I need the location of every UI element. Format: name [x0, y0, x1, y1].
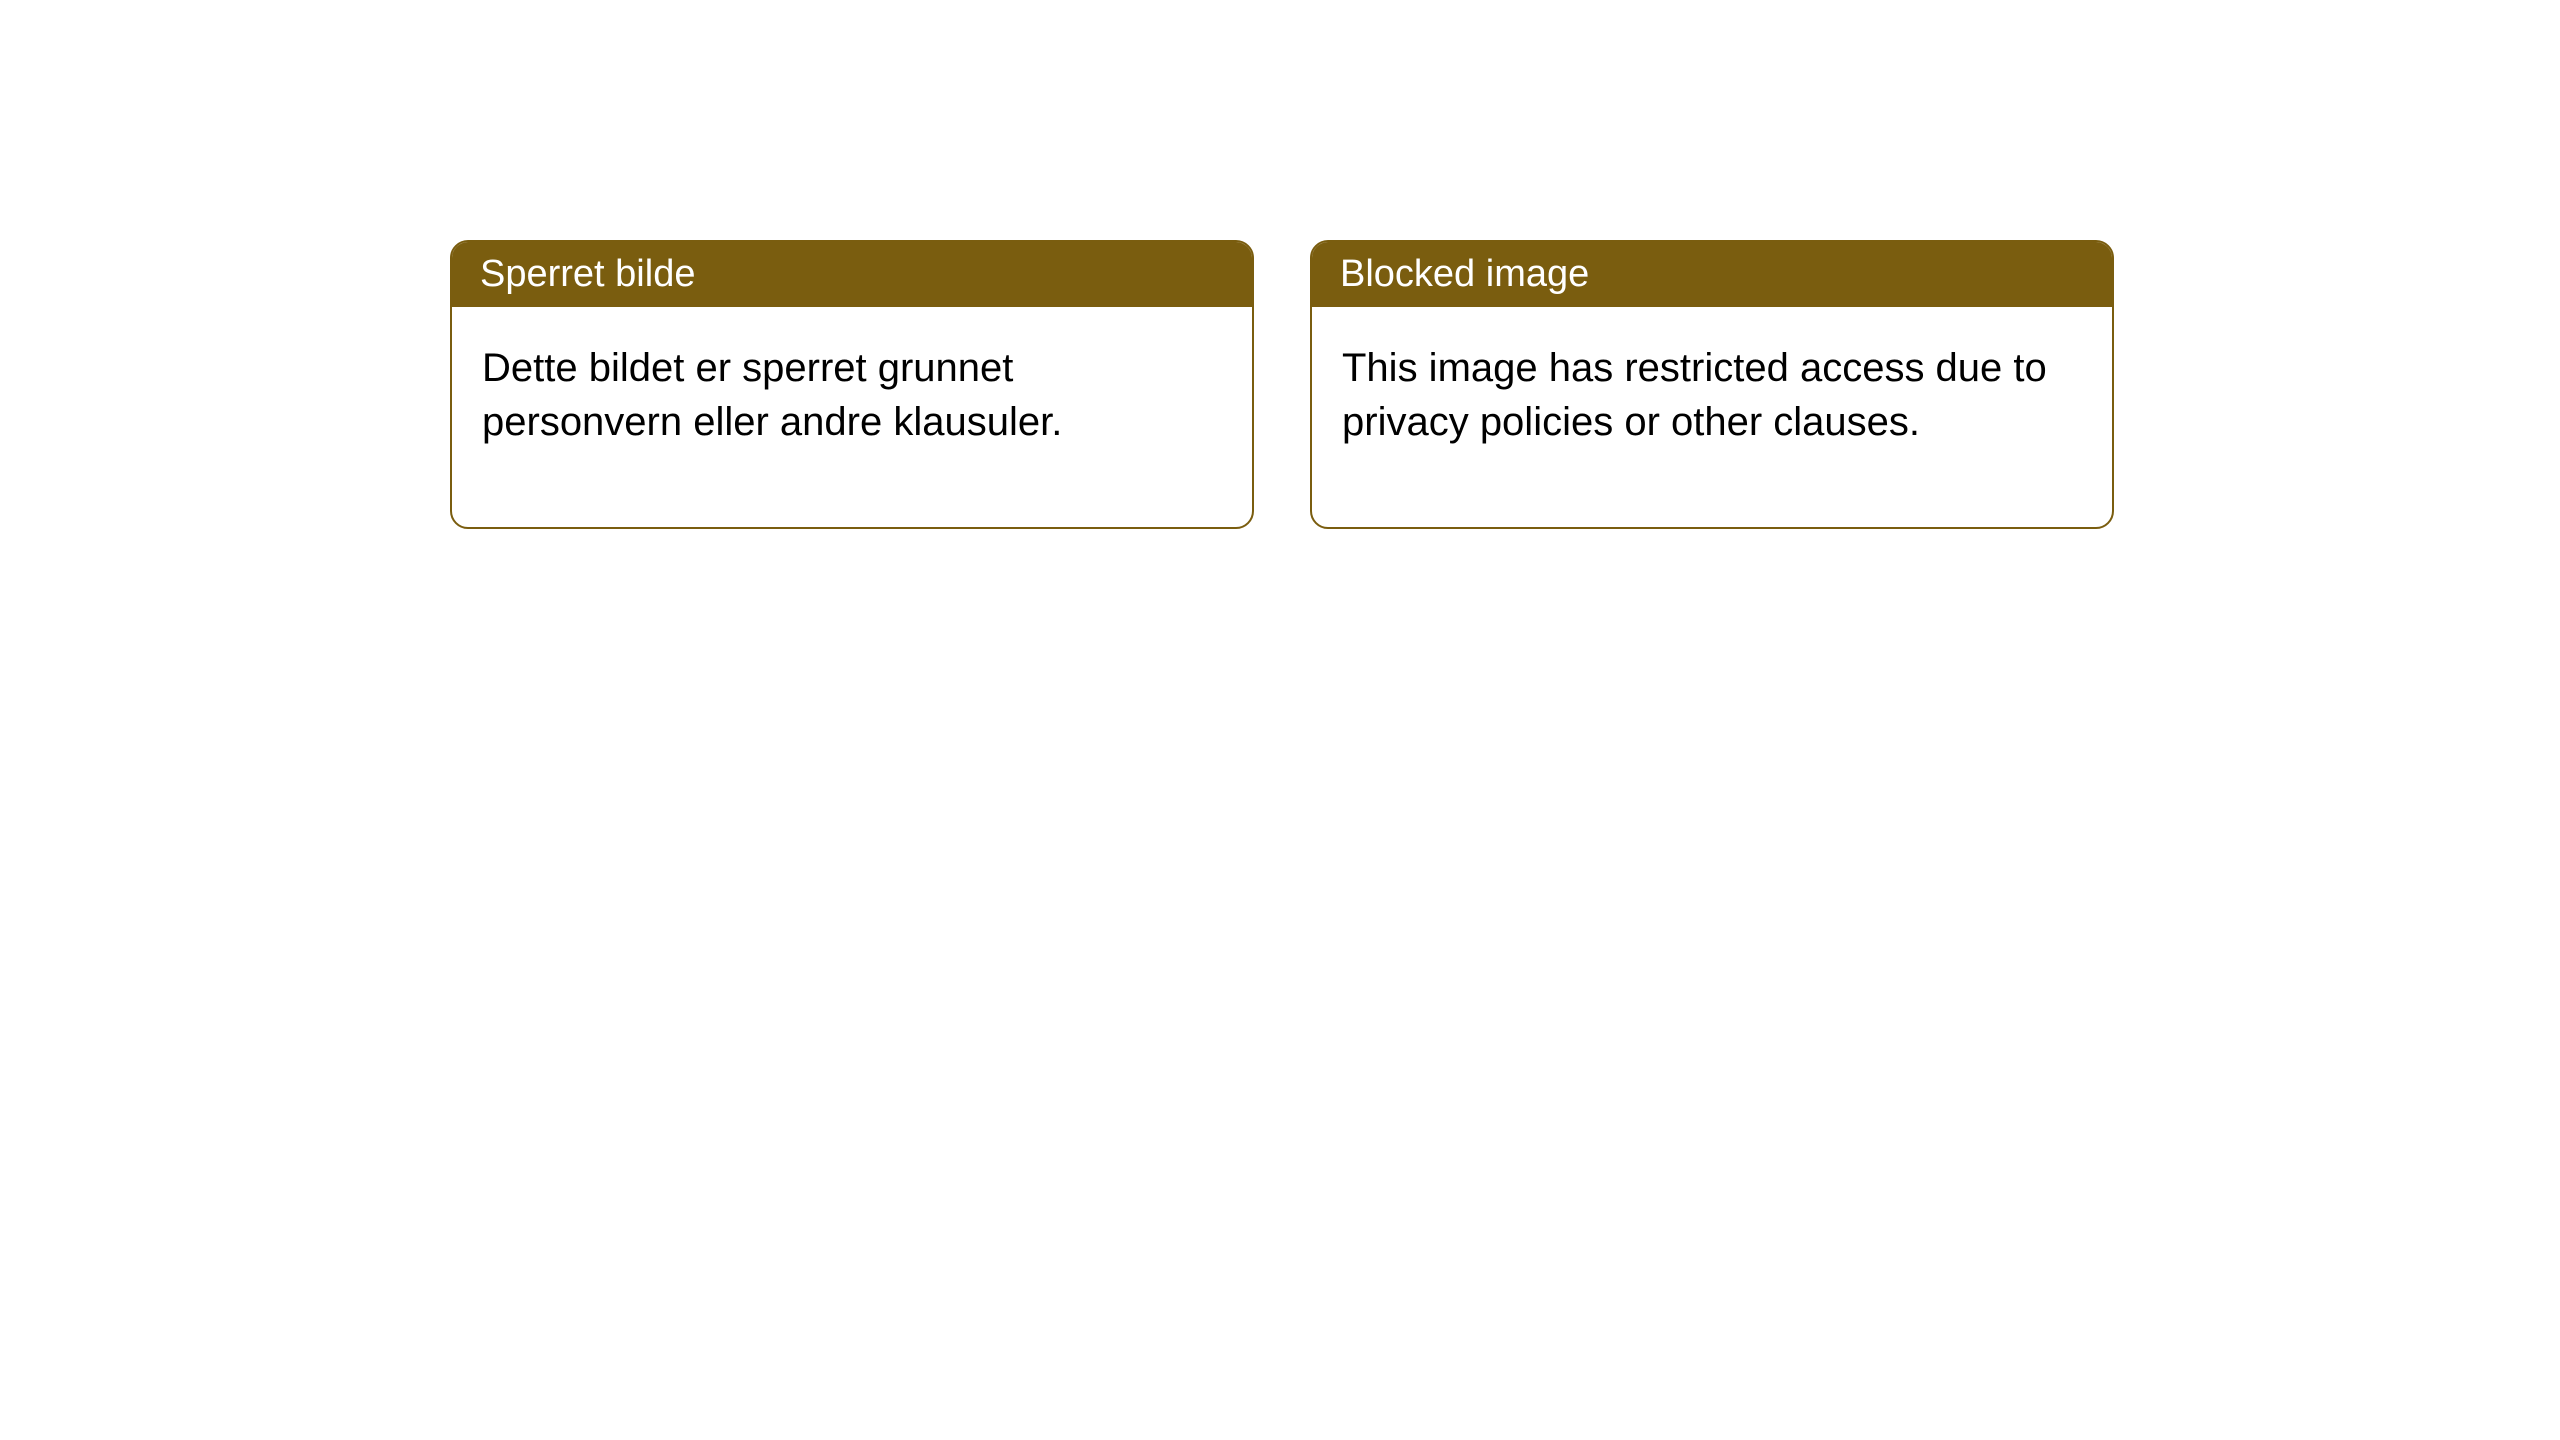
notice-body: Dette bildet er sperret grunnet personve…: [452, 307, 1252, 527]
notice-header: Blocked image: [1312, 242, 2112, 307]
notice-title: Blocked image: [1340, 253, 1589, 295]
notice-container: Sperret bilde Dette bildet er sperret gr…: [450, 240, 2114, 529]
notice-body: This image has restricted access due to …: [1312, 307, 2112, 527]
notice-message: This image has restricted access due to …: [1342, 346, 2047, 444]
notice-title: Sperret bilde: [480, 253, 695, 295]
notice-header: Sperret bilde: [452, 242, 1252, 307]
notice-box-english: Blocked image This image has restricted …: [1310, 240, 2114, 529]
notice-message: Dette bildet er sperret grunnet personve…: [482, 346, 1062, 444]
notice-box-norwegian: Sperret bilde Dette bildet er sperret gr…: [450, 240, 1254, 529]
